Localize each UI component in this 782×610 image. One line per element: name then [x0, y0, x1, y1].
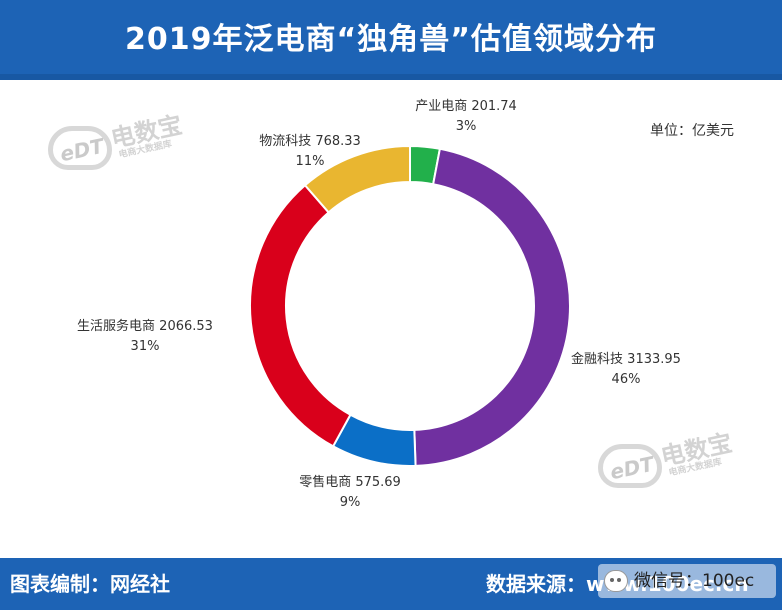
- wechat-icon: [604, 570, 628, 592]
- footer-credit: 图表编制：网经社: [10, 572, 170, 596]
- slice-percent-industry: 3%: [456, 119, 477, 134]
- header-bar: 2019年泛电商“独角兽”估值领域分布: [0, 0, 782, 80]
- donut-slice-local-services: [249, 183, 352, 448]
- header-divider: [0, 74, 782, 80]
- slice-label-local-services: 生活服务电商 2066.53: [77, 318, 213, 334]
- donut-segments: [249, 144, 571, 467]
- slice-percent-local-services: 31%: [131, 339, 160, 354]
- slice-label-industry: 产业电商 201.74: [415, 99, 517, 114]
- slice-label-retail: 零售电商 575.69: [299, 474, 401, 490]
- donut-chart: 产业电商 201.74 3% 金融科技 3133.95 46% 零售电商 575.69 9…: [77, 99, 681, 510]
- watermark-bottom: eDT 电数宝 电商大数据库: [598, 429, 768, 500]
- wechat-id: 微信号：100ec: [634, 571, 755, 591]
- slice-percent-retail: 9%: [340, 495, 361, 510]
- watermark-top: eDT 电数宝 电商大数据库: [48, 111, 218, 182]
- donut-labels: 产业电商 201.74 3% 金融科技 3133.95 46% 零售电商 575.69 9…: [77, 99, 681, 510]
- cloud-logo-icon: [598, 444, 662, 488]
- cloud-logo-icon: [48, 126, 112, 170]
- donut-slice-logistics: [303, 144, 411, 214]
- slice-label-fintech: 金融科技 3133.95: [571, 351, 681, 367]
- slice-percent-logistics: 11%: [296, 154, 325, 169]
- page-title: 2019年泛电商“独角兽”估值领域分布: [125, 22, 657, 57]
- unit-label: 单位：亿美元: [650, 123, 734, 139]
- donut-slice-fintech: [413, 147, 571, 467]
- slice-label-logistics: 物流科技 768.33: [259, 134, 361, 149]
- slice-percent-fintech: 46%: [612, 372, 641, 387]
- wechat-overlay: 微信号：100ec: [598, 564, 776, 598]
